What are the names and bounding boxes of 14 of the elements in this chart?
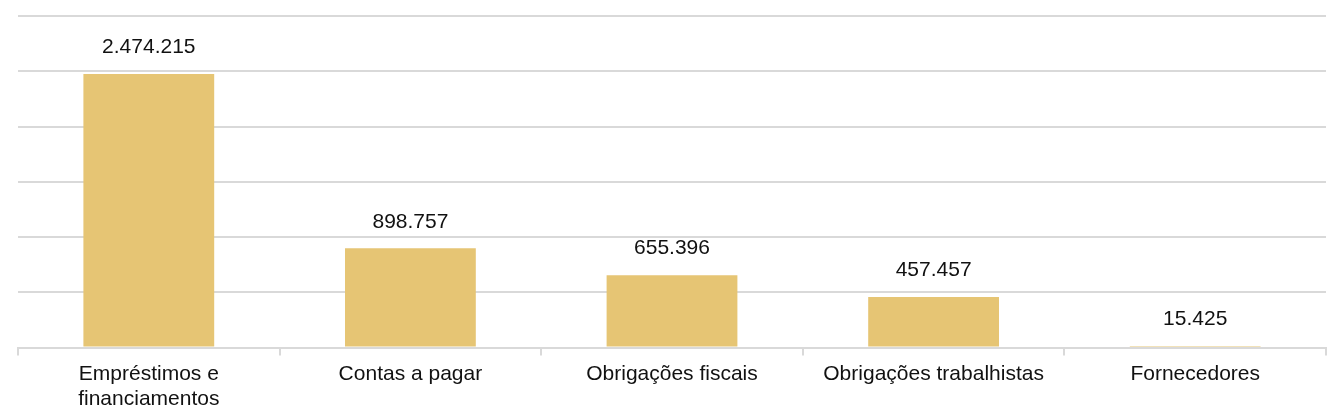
bar	[606, 275, 738, 347]
data-label: 15.425	[1163, 306, 1228, 330]
bar	[345, 248, 476, 347]
data-label: 655.396	[634, 235, 710, 259]
data-label: 2.474.215	[102, 34, 196, 58]
x-tick-label: Contas a pagar	[338, 361, 483, 384]
data-label: 457.457	[895, 257, 972, 281]
x-tick-label: Empréstimos e financiamentos	[78, 361, 220, 410]
data-label: 898.757	[372, 208, 449, 232]
x-tick-label: Fornecedores	[1130, 361, 1260, 384]
x-tick-label: Obrigações trabalhistas	[823, 361, 1044, 384]
x-tick-label: Obrigações fiscais	[586, 361, 758, 384]
bar	[868, 297, 999, 347]
bar	[83, 74, 215, 347]
